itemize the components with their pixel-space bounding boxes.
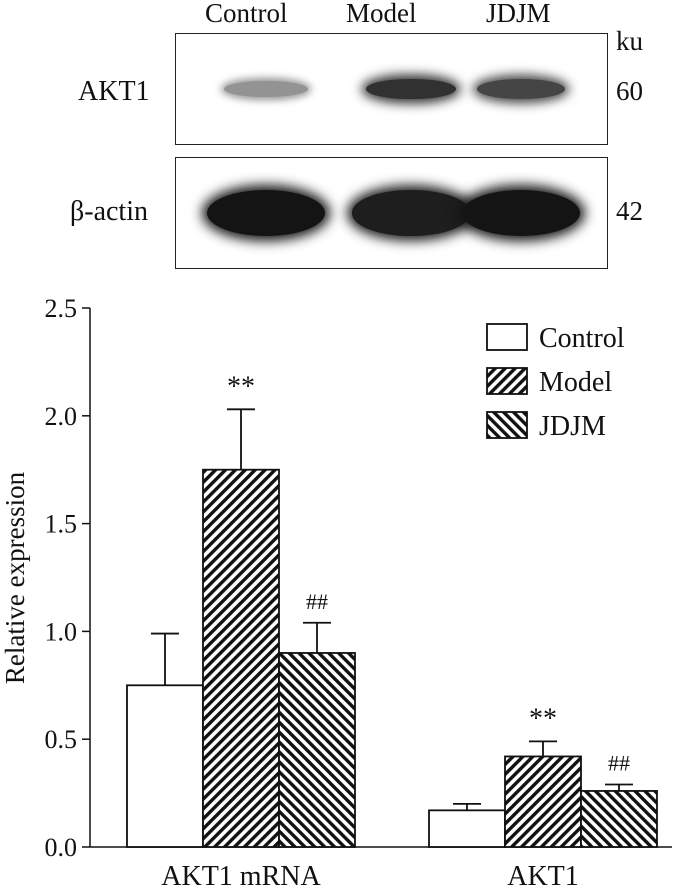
row-label-akt1: AKT1 xyxy=(78,76,150,107)
row-label-actin: β-actin xyxy=(70,196,148,227)
y-tick-label: 1.0 xyxy=(45,617,78,646)
legend: Control Model JDJM xyxy=(486,323,625,442)
significance-mark: ** xyxy=(529,703,557,734)
unit-label: ku xyxy=(616,26,643,56)
legend-swatch-control xyxy=(486,323,528,351)
y-tick-label: 1.5 xyxy=(45,510,78,539)
lane-label-jdjm: JDJM xyxy=(486,0,551,28)
bar-jdjm-0 xyxy=(278,652,356,848)
lane-label-model: Model xyxy=(346,0,417,28)
bar-jdjm-1 xyxy=(580,790,658,848)
bar-control-0 xyxy=(126,684,204,848)
band-actin-model xyxy=(352,190,470,236)
legend-label-jdjm: JDJM xyxy=(539,411,606,442)
y-tick-label: 2.0 xyxy=(45,402,78,431)
axes: 0.0 0.5 1.0 1.5 2.0 2.5 AKT1 mRNA AKT1 xyxy=(45,294,672,892)
legend-swatch-model xyxy=(486,367,528,395)
legend-swatch-jdjm xyxy=(486,411,528,439)
blot-akt1 xyxy=(175,33,608,145)
bar-model-1 xyxy=(504,755,582,848)
kd-label-akt1: 60 xyxy=(616,76,643,106)
significance-mark: ** xyxy=(227,371,255,402)
legend-label-model: Model xyxy=(539,367,612,398)
significance-mark: ## xyxy=(306,589,328,614)
kd-label-actin: 42 xyxy=(616,196,643,226)
band-akt1-model xyxy=(366,78,456,100)
lane-label-control: Control xyxy=(205,0,288,28)
y-tick-label: 0.5 xyxy=(45,725,78,754)
x-category-label: AKT1 xyxy=(507,861,579,892)
legend-label-control: Control xyxy=(539,323,625,354)
band-actin-control xyxy=(207,190,325,236)
bar-control-1 xyxy=(428,809,506,848)
y-tick-label: 0.0 xyxy=(45,833,78,862)
y-tick-label: 2.5 xyxy=(45,294,78,323)
blot-actin xyxy=(175,157,608,269)
bar-model-0 xyxy=(202,468,280,848)
y-axis-label: Relative expression xyxy=(0,471,30,684)
band-akt1-control xyxy=(224,80,308,98)
band-actin-jdjm xyxy=(462,190,580,236)
bars: ** ## ** ## xyxy=(126,371,658,848)
significance-mark: ## xyxy=(608,750,630,775)
band-akt1-jdjm xyxy=(476,79,566,99)
x-category-label: AKT1 mRNA xyxy=(161,861,321,892)
